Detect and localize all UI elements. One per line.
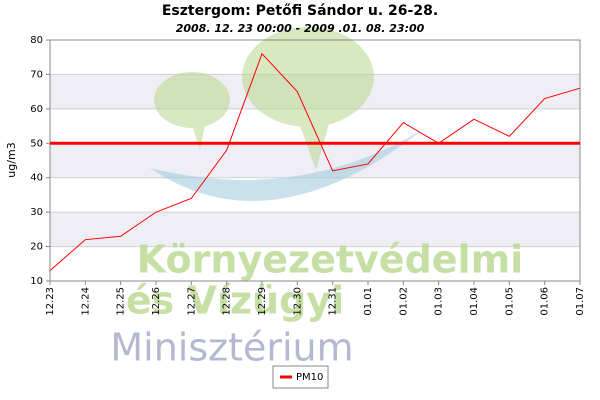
- x-tick-label: 01.03: [434, 287, 445, 316]
- x-tick-label: 12.30: [292, 287, 303, 316]
- x-tick-label: 12.29: [257, 287, 268, 316]
- y-tick-label: 20: [30, 242, 43, 253]
- x-tick-label: 01.07: [575, 287, 586, 316]
- x-tick-label: 12.27: [186, 287, 197, 316]
- watermark-text: Minisztérium: [110, 326, 353, 370]
- x-tick-label: 01.04: [469, 287, 480, 316]
- chart-subtitle: 2008. 12. 23 00:00 - 2009 .01. 08. 23:00: [176, 22, 425, 35]
- y-tick-label: 50: [30, 138, 43, 149]
- y-axis-label: ug/m3: [5, 142, 18, 177]
- x-tick-label: 01.01: [363, 287, 374, 316]
- x-tick-label: 12.25: [116, 287, 127, 316]
- watermark-art: [150, 27, 425, 201]
- plot-border: [49, 39, 581, 282]
- legend: [272, 365, 329, 389]
- y-tick-label: 40: [30, 173, 43, 184]
- y-tick-label: 80: [30, 35, 43, 46]
- data-line: [49, 52, 581, 272]
- x-tick-label: 12.26: [151, 287, 162, 316]
- plot-band: [50, 246, 580, 281]
- watermark-text: és Vízügyi: [126, 279, 344, 323]
- x-tick-label: 01.02: [398, 287, 409, 316]
- x-tick-label: 01.06: [540, 287, 551, 316]
- x-tick-label: 12.28: [222, 287, 233, 316]
- x-tick-label: 12.23: [45, 287, 56, 316]
- watermark-text: Környezetvédelmi: [137, 238, 523, 282]
- y-tick-label: 60: [30, 104, 43, 115]
- chart-title: Esztergom: Petőfi Sándor u. 26-28.: [162, 3, 438, 19]
- x-tick-label: 12.24: [80, 287, 91, 316]
- x-tick-label: 01.05: [504, 287, 515, 316]
- y-tick-label: 10: [30, 276, 43, 287]
- plot-band: [50, 212, 580, 247]
- legend-label: PM10: [296, 372, 323, 383]
- y-tick-label: 30: [30, 207, 43, 218]
- x-tick-label: 12.31: [328, 287, 339, 316]
- y-tick-label: 70: [30, 69, 43, 80]
